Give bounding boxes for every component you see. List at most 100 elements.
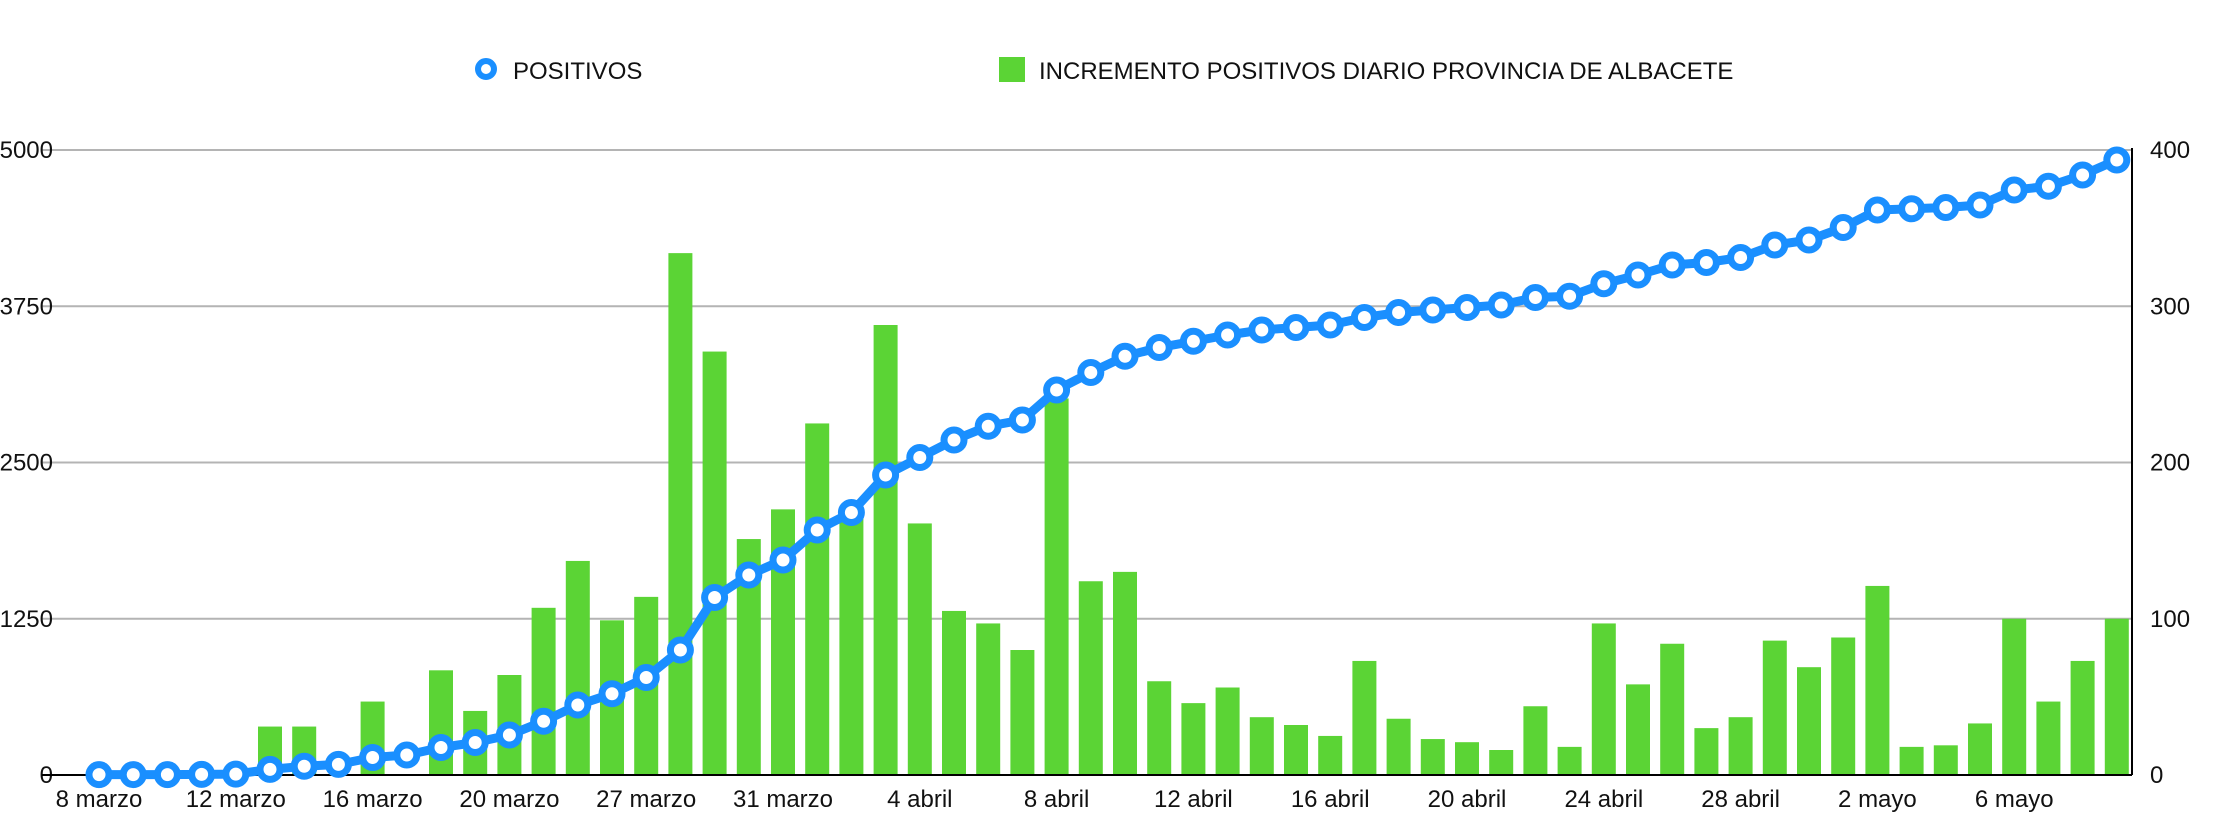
line-point [393, 741, 421, 769]
bar [1523, 706, 1548, 775]
bar [1386, 718, 1411, 775]
bar [907, 523, 932, 775]
line-point [1521, 284, 1549, 311]
line-point [2069, 161, 2097, 189]
bar [1831, 637, 1856, 775]
line-point [1453, 294, 1481, 321]
x-axis-tick-label: 6 mayo [1975, 786, 2054, 813]
x-axis-tick-label: 20 abril [1428, 786, 1507, 813]
x-axis-tick-label: 16 abril [1291, 786, 1370, 813]
line-point [495, 721, 523, 749]
line-point [1624, 261, 1652, 289]
bar [1010, 650, 1035, 775]
bar [839, 517, 864, 775]
line-point [2000, 176, 2028, 204]
line-point [1761, 231, 1789, 259]
bar [1626, 684, 1650, 775]
line-point [940, 426, 968, 454]
line-point [564, 691, 592, 719]
right-axis-tick-label: 0 [2150, 762, 2163, 789]
x-axis-tick-label: 24 abril [1564, 786, 1643, 813]
bar [2002, 618, 2027, 775]
line-point [1487, 291, 1515, 319]
bar [1113, 571, 1137, 775]
bar [531, 607, 556, 775]
left-axis-tick-label: 3750 [0, 293, 53, 320]
line-point [1077, 359, 1105, 386]
line-point [222, 760, 250, 788]
bar [1968, 723, 1992, 775]
line-point [359, 744, 387, 771]
line-point [1795, 226, 1823, 254]
line-point [1111, 342, 1139, 370]
x-axis-tick-label: 20 marzo [459, 786, 559, 813]
line-point [837, 499, 865, 526]
line-point [153, 761, 181, 789]
x-axis-tick-label: 31 marzo [733, 786, 833, 813]
bar [1694, 728, 1719, 775]
bar [565, 560, 590, 775]
line-point [1658, 251, 1686, 279]
bar [1899, 746, 1924, 775]
x-axis-tick-label: 8 marzo [56, 786, 143, 813]
bar [1728, 717, 1753, 775]
bar [805, 423, 830, 775]
bar [1797, 667, 1821, 775]
bar [1284, 725, 1308, 775]
bar [1249, 717, 1274, 775]
bar [1591, 623, 1616, 775]
line-point [1419, 296, 1447, 324]
x-axis-tick-label: 12 marzo [186, 786, 286, 813]
line-point [701, 584, 729, 611]
x-axis-tick-label: 28 abril [1701, 786, 1780, 813]
line-point [1350, 304, 1378, 331]
line-point [1829, 214, 1857, 241]
line-point [256, 755, 284, 783]
line-point [2034, 172, 2062, 200]
line-point [1008, 406, 1036, 434]
bar [1147, 681, 1172, 775]
line-point [803, 516, 831, 544]
line-point [769, 546, 797, 574]
bar [976, 623, 1001, 775]
x-axis-tick-label: 12 abril [1154, 786, 1233, 813]
x-axis-tick-label: 27 marzo [596, 786, 696, 813]
bar [1215, 687, 1240, 775]
line-point [1863, 196, 1891, 224]
line-point [1692, 249, 1720, 276]
right-axis-tick-label: 200 [2150, 450, 2190, 477]
bar [1181, 703, 1206, 775]
right-axis-tick-label: 300 [2150, 293, 2190, 320]
bar [1455, 742, 1479, 775]
bar [1762, 640, 1787, 775]
line-point [906, 444, 934, 471]
bar [2104, 618, 2129, 775]
line-point [1727, 244, 1755, 271]
line-point [872, 461, 900, 489]
line-point [1966, 191, 1994, 219]
bar [702, 351, 727, 775]
positivos-points [85, 146, 2131, 789]
line-point [461, 729, 489, 756]
bar [1352, 660, 1377, 775]
line-point [598, 680, 626, 708]
line-point [1179, 327, 1207, 355]
line-point [1248, 316, 1276, 344]
line-point [427, 734, 455, 761]
x-axis-tick-label: 4 abril [887, 786, 952, 813]
left-axis-tick-label: 2500 [0, 450, 53, 477]
line-point [666, 636, 694, 664]
line-point [1590, 270, 1618, 298]
line-point [1385, 299, 1413, 326]
x-axis-tick-label: 8 abril [1024, 786, 1089, 813]
line-point [1043, 376, 1071, 404]
line-point [974, 412, 1002, 440]
bar [2070, 660, 2095, 775]
line-point [1898, 195, 1926, 223]
line-point [530, 707, 558, 735]
bar [1420, 739, 1445, 775]
right-axis-tick-label: 400 [2150, 137, 2190, 164]
bar [1557, 746, 1582, 775]
legend-bar-swatch [999, 57, 1025, 82]
